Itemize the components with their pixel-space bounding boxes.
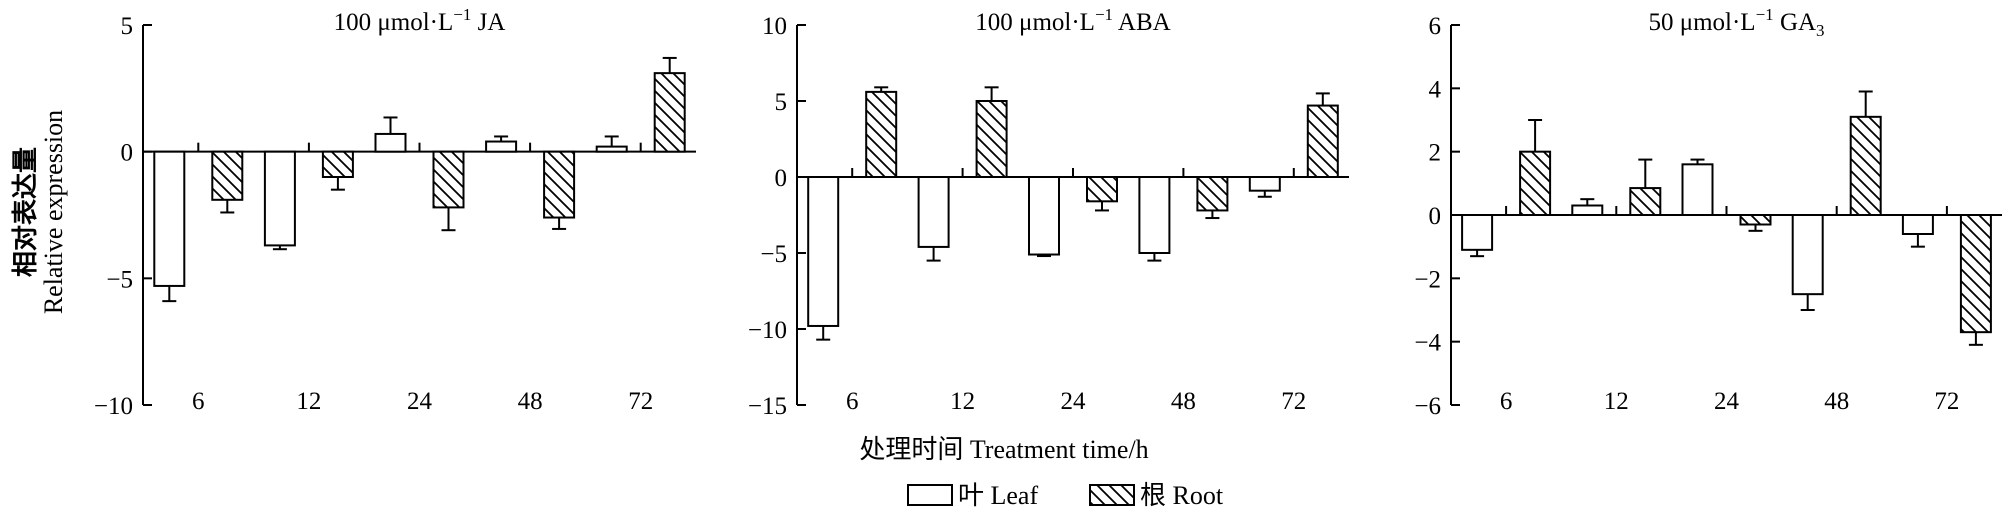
bar-root-24h: [1086, 176, 1118, 203]
y-axis-title-cn: 相对表达量: [11, 147, 40, 277]
x-category-label: 6: [1500, 388, 1513, 415]
bar-root-24h: [432, 150, 465, 209]
y-tick-label: 0: [121, 140, 134, 167]
bar-leaf-12h: [917, 176, 950, 248]
x-category-label: 12: [1604, 388, 1629, 415]
x-category-label: 12: [950, 388, 975, 415]
bar-leaf-48h: [485, 140, 518, 153]
bar-leaf-72h: [1901, 214, 1934, 235]
y-tick-label: −6: [1414, 393, 1441, 420]
bar-leaf-24h: [1681, 163, 1714, 216]
x-category-label: 24: [1714, 388, 1740, 415]
x-category-label: 6: [192, 388, 205, 415]
x-category-label: 48: [1824, 388, 1849, 415]
legend-label-leaf: 叶 Leaf: [958, 481, 1038, 510]
bar-leaf-24h: [1028, 176, 1060, 256]
panel-1: −10 −5 0 5 6 12 24 48 72 100 μmol·L−1 JA: [94, 5, 696, 420]
x-category-label: 72: [1934, 388, 1959, 415]
x-category-label: 24: [1061, 388, 1087, 415]
panel-3-title: 50 μmol·L−1 GA3: [1648, 5, 1824, 40]
bar-root-24h: [1739, 214, 1772, 226]
y-tick-label: −2: [1414, 266, 1441, 293]
x-category-label: 24: [407, 388, 433, 415]
y-tick-label: −5: [760, 241, 787, 268]
x-category-label: 48: [1171, 388, 1196, 415]
x-category-label: 72: [628, 388, 653, 415]
x-category-label: 72: [1281, 388, 1306, 415]
bar-root-48h: [1196, 176, 1229, 212]
y-tick-label: −10: [94, 393, 133, 420]
y-tick-label: −10: [748, 317, 787, 344]
bar-root-6h: [211, 150, 244, 201]
bar-leaf-72h: [595, 145, 628, 153]
y-tick-label: −15: [748, 393, 787, 420]
bar-leaf-12h: [1571, 204, 1604, 216]
bar-root-48h: [543, 150, 576, 219]
y-tick-label: 0: [1429, 203, 1442, 230]
y-tick-label: −4: [1414, 330, 1441, 357]
bar-leaf-24h: [374, 132, 407, 153]
bar-root-12h: [321, 150, 354, 179]
panel-2: −15 −10 −5 0 5 10 6 12 24 48 72 100 μmol·L−1 ABA: [748, 5, 1349, 420]
panel-1-title: 100 μmol·L−1 JA: [334, 5, 506, 36]
y-tick-label: 5: [775, 89, 788, 116]
bar-leaf-6h: [1461, 214, 1494, 251]
x-axis-title: 处理时间 Treatment time/h: [859, 435, 1148, 464]
bar-leaf-72h: [1248, 176, 1281, 192]
bar-leaf-6h: [153, 150, 186, 287]
bar-leaf-48h: [1791, 214, 1824, 296]
bar-root-6h: [1519, 150, 1552, 217]
legend-swatch-root: [1089, 484, 1135, 506]
x-category-label: 6: [846, 388, 859, 415]
bar-leaf-12h: [263, 150, 296, 247]
bar-root-12h: [975, 100, 1008, 178]
y-tick-label: −5: [106, 266, 133, 293]
legend-label-root: 根 Root: [1140, 481, 1224, 510]
bar-root-72h: [653, 72, 686, 153]
y-axis-title-en: Relative expression: [39, 110, 68, 314]
y-axis-title: 相对表达量 Relative expression: [11, 110, 68, 314]
x-category-label: 48: [518, 388, 543, 415]
bar-root-72h: [1959, 214, 1992, 334]
y-tick-label: 4: [1429, 76, 1442, 103]
bar-leaf-6h: [807, 176, 840, 327]
y-tick-label: 5: [121, 13, 134, 40]
bar-root-72h: [1306, 104, 1339, 178]
bar-leaf-48h: [1138, 176, 1171, 254]
x-category-label: 12: [296, 388, 321, 415]
y-tick-label: 0: [775, 165, 788, 192]
y-tick-label: 2: [1429, 140, 1442, 167]
y-tick-label: 6: [1429, 13, 1442, 40]
bar-root-6h: [865, 90, 898, 178]
legend-swatch-leaf: [907, 484, 953, 506]
bar-root-48h: [1849, 115, 1882, 216]
legend: 叶 Leaf 根 Root: [907, 481, 1224, 510]
y-tick-label: 10: [762, 13, 787, 40]
bar-root-12h: [1629, 187, 1662, 216]
panel-2-title: 100 μmol·L−1 ABA: [975, 5, 1170, 36]
